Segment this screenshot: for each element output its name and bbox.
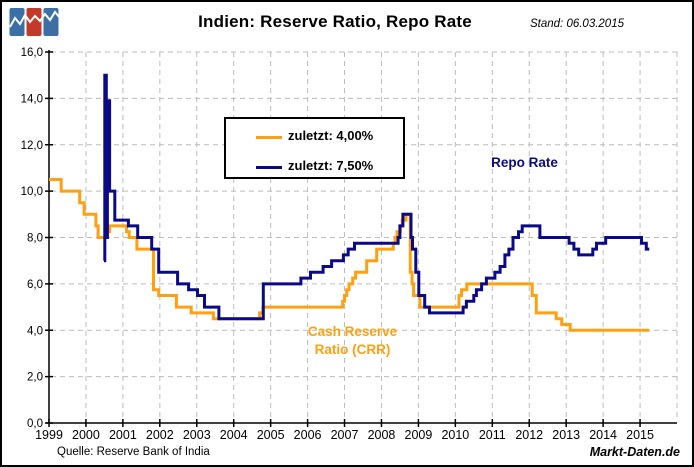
x-tick-label: 2000: [72, 428, 100, 442]
y-tick-label: 2,0: [27, 372, 43, 384]
x-tick-label: 2008: [368, 428, 396, 442]
x-tick-label: 2005: [257, 428, 285, 442]
x-tick-label: 2014: [589, 428, 617, 442]
series-line-repo-rate: [103, 73, 650, 321]
page-title: Indien: Reserve Ratio, Repo Rate: [198, 12, 472, 31]
y-tick-label: 0,0: [27, 418, 43, 430]
chart-legend: zuletzt: 4,00% zuletzt: 7,50%: [224, 117, 405, 179]
legend-label-crr: zuletzt: 4,00%: [288, 128, 374, 143]
x-tick-label: 2013: [552, 428, 580, 442]
date-stamp: Stand: 06.03.2015: [530, 18, 624, 30]
repo-rate-label: Repo Rate: [491, 155, 558, 170]
x-tick-label: 2001: [109, 428, 137, 442]
y-tick-label: 16,0: [21, 47, 43, 59]
source-note: Quelle: Reserve Bank of India: [57, 446, 210, 458]
x-tick-label: 2003: [183, 428, 211, 442]
legend-item-repo: zuletzt: 7,50%: [226, 158, 403, 176]
y-tick-label: 4,0: [27, 325, 43, 337]
crr-label-line2: Ratio (CRR): [314, 342, 391, 357]
legend-label-repo: zuletzt: 7,50%: [288, 158, 374, 173]
logo-zigzag: [9, 10, 61, 28]
x-tick-label: 2002: [146, 428, 174, 442]
y-tick-label: 6,0: [27, 279, 43, 291]
x-tick-label: 1999: [35, 428, 63, 442]
watermark: Markt-Daten.de: [589, 445, 680, 459]
x-tick-label: 2004: [220, 428, 248, 442]
x-tick-label: 2009: [405, 428, 433, 442]
markt-daten-logo: [9, 8, 61, 36]
logo-panel-blue-left: [9, 8, 25, 36]
series-line-crr: [49, 178, 650, 332]
y-tick-label: 14,0: [21, 93, 43, 105]
repo-line-swatch: [256, 166, 282, 169]
x-tick-label: 2015: [626, 428, 654, 442]
logo-panel-blue-right: [43, 8, 59, 36]
x-tick-label: 2011: [479, 428, 506, 442]
x-tick-label: 2012: [515, 428, 543, 442]
x-tick-label: 2010: [441, 428, 469, 442]
x-tick-label: 2006: [294, 428, 322, 442]
logo-panel-red: [26, 8, 42, 36]
y-tick-label: 12,0: [21, 140, 43, 152]
legend-item-crr: zuletzt: 4,00%: [226, 128, 403, 146]
crr-label-line1: Cash Reserve: [307, 324, 398, 339]
crr-line-swatch: [256, 136, 282, 139]
cash-reserve-ratio-label: Cash Reserve Ratio (CRR): [280, 323, 425, 359]
y-tick-label: 10,0: [21, 186, 43, 198]
y-tick-label: 8,0: [27, 233, 43, 245]
x-tick-label: 2007: [331, 428, 359, 442]
